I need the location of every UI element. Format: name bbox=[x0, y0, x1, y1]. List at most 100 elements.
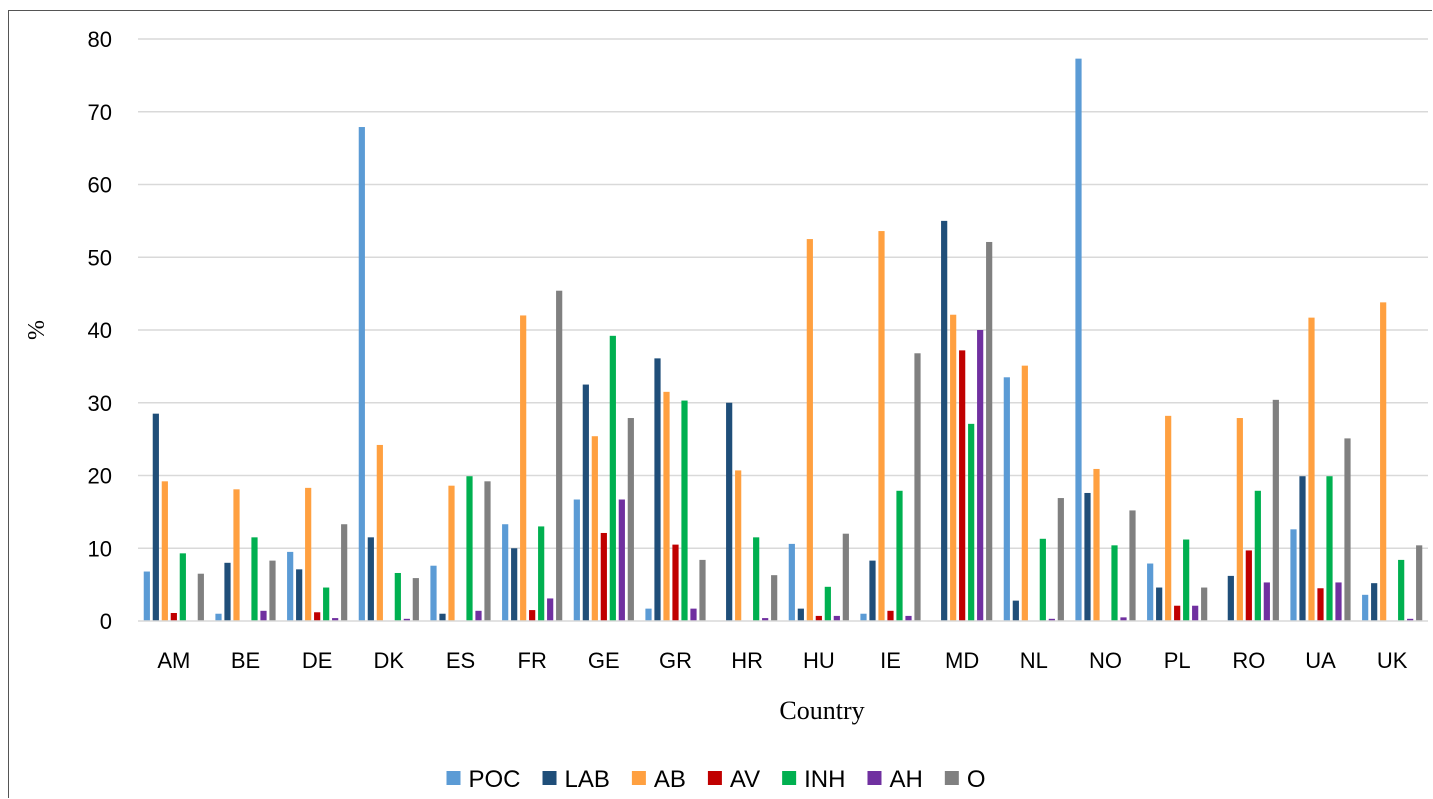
legend-item-av: AV bbox=[707, 766, 760, 793]
legend-swatch bbox=[782, 771, 797, 785]
bar-ab-be bbox=[233, 489, 240, 621]
bar-group-ua bbox=[1290, 317, 1351, 621]
bar-group-fr bbox=[502, 290, 563, 621]
bar-av-ie bbox=[887, 610, 894, 621]
legend-label: AH bbox=[889, 766, 922, 793]
bar-poc-hu bbox=[788, 543, 795, 621]
bar-group-md bbox=[941, 220, 993, 621]
bar-lab-ie bbox=[869, 560, 876, 621]
bar-lab-es bbox=[439, 613, 446, 621]
bar-o-nl bbox=[1057, 498, 1064, 621]
bar-o-pl bbox=[1201, 587, 1208, 621]
y-tick-label: 70 bbox=[88, 100, 112, 125]
bar-o-es bbox=[484, 481, 491, 621]
legend-swatch bbox=[707, 771, 722, 785]
bar-ab-ie bbox=[878, 231, 885, 621]
bar-ah-ie bbox=[905, 615, 912, 621]
bar-o-ie bbox=[914, 353, 921, 621]
x-tick-label: UK bbox=[1377, 648, 1408, 673]
bar-o-fr bbox=[556, 290, 563, 621]
x-tick-label: GR bbox=[659, 648, 692, 673]
bar-o-am bbox=[197, 573, 204, 621]
bar-lab-no bbox=[1084, 492, 1091, 621]
bar-ab-dk bbox=[376, 444, 383, 621]
bar-av-md bbox=[959, 350, 966, 621]
bar-av-ro bbox=[1245, 550, 1252, 621]
bar-av-gr bbox=[672, 544, 679, 621]
bar-poc-es bbox=[430, 565, 437, 621]
bar-group-dk bbox=[358, 127, 419, 621]
legend-item-ah: AH bbox=[867, 766, 923, 793]
bar-lab-gr bbox=[654, 358, 661, 621]
bar-group-ie bbox=[860, 231, 921, 621]
bar-av-hu bbox=[815, 615, 822, 621]
bar-inh-ro bbox=[1254, 490, 1261, 621]
y-tick-label: 0 bbox=[100, 609, 112, 634]
bar-lab-de bbox=[296, 569, 303, 621]
bar-inh-nl bbox=[1039, 538, 1046, 621]
bar-poc-no bbox=[1075, 58, 1082, 621]
legend-label: INH bbox=[804, 766, 845, 793]
legend: POC LAB AB AV INH AH O bbox=[446, 766, 986, 793]
bar-lab-md bbox=[941, 220, 948, 621]
legend-swatch bbox=[631, 771, 646, 785]
legend-label: AB bbox=[654, 766, 686, 793]
bar-lab-nl bbox=[1012, 600, 1019, 621]
x-tick-label: HR bbox=[731, 648, 763, 673]
x-tick-label: RO bbox=[1232, 648, 1265, 673]
bar-o-ro bbox=[1272, 399, 1279, 621]
bar-ah-uk bbox=[1407, 618, 1414, 621]
bar-poc-be bbox=[215, 613, 222, 621]
bar-ab-ge bbox=[591, 436, 598, 621]
bar-group-ge bbox=[573, 335, 634, 621]
bar-av-pl bbox=[1174, 605, 1181, 621]
bar-poc-ua bbox=[1290, 529, 1297, 621]
x-tick-label: ES bbox=[446, 648, 475, 673]
bar-poc-ge bbox=[573, 499, 580, 621]
bar-group-be bbox=[215, 489, 276, 621]
bar-o-hr bbox=[771, 575, 778, 621]
x-tick-label: MD bbox=[945, 648, 979, 673]
legend-item-poc: POC bbox=[446, 766, 521, 793]
bar-ab-es bbox=[448, 485, 455, 621]
x-tick-label: GE bbox=[588, 648, 620, 673]
bar-group-no bbox=[1075, 58, 1136, 621]
bar-lab-ro bbox=[1227, 575, 1234, 621]
y-tick-labels: 0 10 20 30 40 50 60 70 80 bbox=[88, 27, 112, 634]
bar-group-gr bbox=[645, 358, 706, 621]
bar-o-de bbox=[341, 524, 348, 621]
bar-inh-de bbox=[323, 587, 330, 621]
legend-label: O bbox=[967, 766, 986, 793]
bar-lab-uk bbox=[1371, 583, 1378, 621]
bar-lab-ua bbox=[1299, 476, 1306, 621]
bar-group-pl bbox=[1147, 415, 1208, 621]
bar-ab-pl bbox=[1165, 415, 1172, 621]
bar-ab-hu bbox=[806, 239, 813, 621]
bar-ab-nl bbox=[1021, 365, 1028, 621]
bar-o-no bbox=[1129, 510, 1136, 621]
bar-ah-de bbox=[332, 618, 339, 621]
bar-lab-be bbox=[224, 562, 231, 621]
bar-poc-uk bbox=[1362, 594, 1369, 621]
bar-av-ua bbox=[1317, 588, 1324, 621]
bar-inh-pl bbox=[1183, 539, 1190, 621]
bar-poc-dk bbox=[358, 127, 365, 621]
legend-label: AV bbox=[730, 766, 760, 793]
bar-o-dk bbox=[412, 578, 419, 621]
bar-ab-ro bbox=[1236, 418, 1243, 621]
legend-label: LAB bbox=[565, 766, 610, 793]
bar-poc-ie bbox=[860, 613, 867, 621]
bar-lab-pl bbox=[1156, 587, 1163, 621]
bar-ah-nl bbox=[1048, 618, 1055, 621]
legend-label: POC bbox=[469, 766, 521, 793]
bar-av-de bbox=[314, 612, 321, 621]
bar-inh-ie bbox=[896, 490, 903, 621]
x-tick-label: IE bbox=[880, 648, 901, 673]
bar-inh-ge bbox=[609, 335, 616, 621]
bar-lab-dk bbox=[367, 537, 374, 621]
bar-lab-ge bbox=[582, 384, 589, 621]
bar-o-uk bbox=[1416, 545, 1423, 621]
y-axis-title: % bbox=[24, 320, 50, 340]
bars bbox=[143, 58, 1423, 621]
